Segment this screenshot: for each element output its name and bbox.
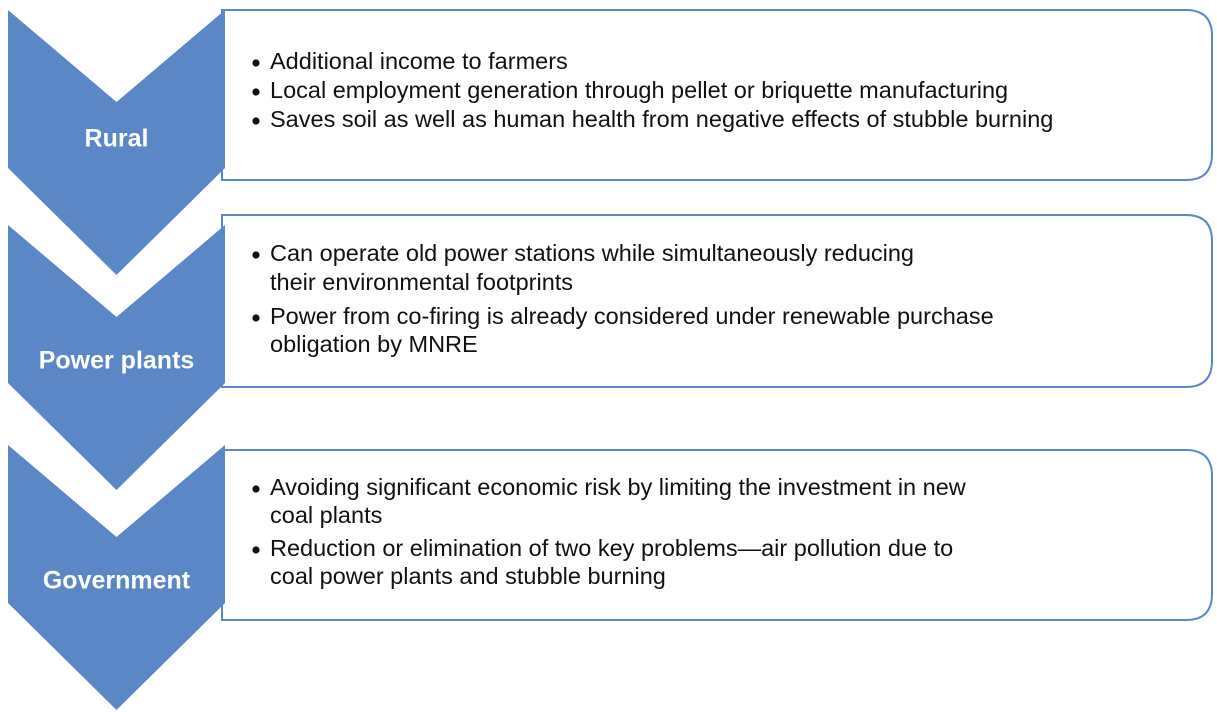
bullet-text: Saves soil as well as human health from … xyxy=(270,106,1053,132)
chevron xyxy=(8,445,225,710)
bullet-text: Avoiding significant economic risk by li… xyxy=(270,474,967,500)
bullet-text: coal plants xyxy=(270,502,382,528)
chevron-label: Power plants xyxy=(39,347,195,375)
content-box xyxy=(221,9,1213,181)
chevron-label: Rural xyxy=(85,125,149,153)
content-box xyxy=(221,449,1213,621)
bullet xyxy=(252,546,260,554)
bullet xyxy=(252,59,260,67)
bullet-text: their environmental footprints xyxy=(270,269,573,295)
bullet xyxy=(252,251,260,259)
chevron xyxy=(8,10,225,275)
bullet xyxy=(252,485,260,493)
bullet xyxy=(252,314,260,322)
bullet-text: Reduction or elimination of two key prob… xyxy=(270,535,953,561)
content-box xyxy=(221,214,1213,388)
bullet-text: obligation by MNRE xyxy=(270,331,478,357)
bullet-text: coal power plants and stubble burning xyxy=(270,563,666,589)
chevron-label: Government xyxy=(43,567,191,595)
bullet-text: Power from co-firing is already consider… xyxy=(270,303,994,329)
bullet-text: Additional income to farmers xyxy=(270,48,568,74)
bullet-text: Local employment generation through pell… xyxy=(270,77,1008,103)
bullet xyxy=(252,117,260,125)
bullet-text: Can operate old power stations while sim… xyxy=(270,240,914,266)
bullet xyxy=(252,88,260,96)
chevron xyxy=(8,225,225,490)
